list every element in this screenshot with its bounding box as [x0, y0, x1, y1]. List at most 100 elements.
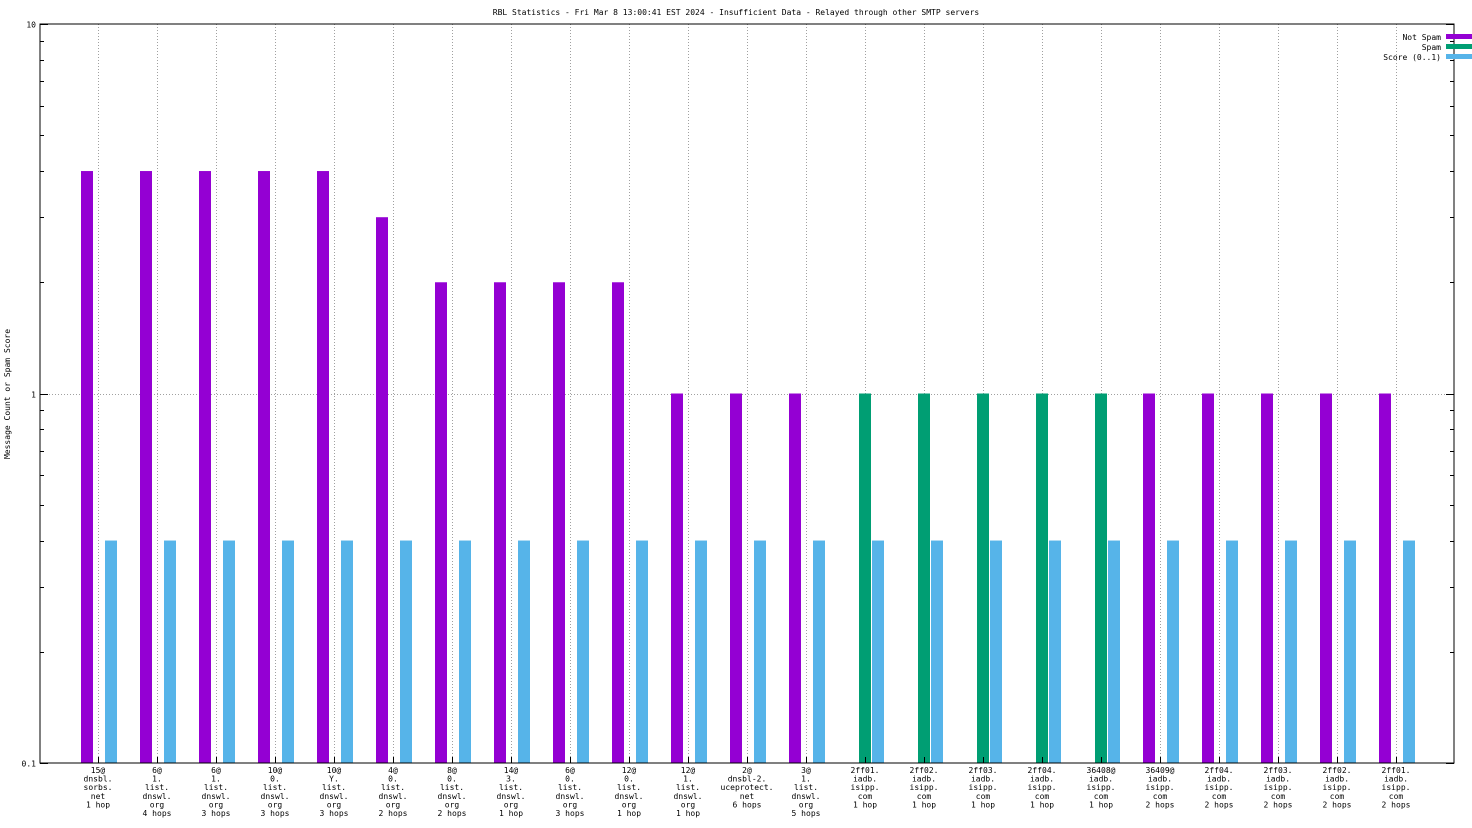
bar-score-0-1: [223, 540, 235, 763]
bar-score-0-1: [459, 540, 471, 763]
bar-not-spam: [671, 393, 683, 763]
bar-spam: [918, 393, 930, 763]
x-tick-label: list.: [558, 783, 582, 792]
bar-not-spam: [730, 393, 742, 763]
x-tick-label: 6@: [211, 766, 221, 775]
x-tick-label: list.: [381, 783, 405, 792]
bar-score-0-1: [400, 540, 412, 763]
x-tick-label: 2ff01.: [851, 766, 880, 775]
x-tick-label: isipp.: [1205, 783, 1234, 792]
bars: [81, 171, 1415, 764]
bar-not-spam: [494, 282, 506, 763]
bar-not-spam: [258, 171, 270, 764]
bar-not-spam: [1379, 393, 1391, 763]
x-tick-label: dnswl.: [615, 792, 644, 801]
x-tick-label: list.: [263, 783, 287, 792]
x-tick-label: 6 hops: [733, 800, 762, 809]
x-tick-label: isipp.: [1146, 783, 1175, 792]
legend-label: Spam: [1422, 43, 1441, 52]
x-tick-label: 1 hop: [912, 800, 936, 809]
x-tick-label: iadb.: [1207, 775, 1231, 784]
y-tick-label: 1: [31, 391, 36, 400]
x-tick-label: 36408@: [1087, 766, 1116, 775]
x-tick-label: sorbs.: [84, 783, 113, 792]
legend-swatch: [1446, 44, 1472, 49]
bar-score-0-1: [636, 540, 648, 763]
x-tick-label: 1.: [801, 775, 811, 784]
x-tick-label: 5 hops: [792, 809, 821, 818]
x-tick-label: com: [1330, 792, 1345, 801]
x-tick-label: Y.: [329, 775, 339, 784]
bar-score-0-1: [1226, 540, 1238, 763]
y-tick-label: 0.1: [22, 760, 37, 769]
x-tick-label: com: [858, 792, 873, 801]
x-tick-label: 36409@: [1146, 766, 1175, 775]
x-tick-label: 1 hop: [86, 800, 110, 809]
x-tick-label: 2 hops: [1382, 800, 1411, 809]
x-tick-label: 2 hops: [1264, 800, 1293, 809]
x-tick-label: 6@: [565, 766, 575, 775]
x-tick-label: org: [445, 800, 460, 809]
x-tick-label: dnsbl.: [84, 775, 113, 784]
legend-label: Not Spam: [1402, 33, 1441, 42]
x-tick-label: 1.: [211, 775, 221, 784]
bar-not-spam: [81, 171, 93, 764]
bar-not-spam: [1261, 393, 1273, 763]
x-tick-label: dnswl.: [143, 792, 172, 801]
x-tick-label: iadb.: [1148, 775, 1172, 784]
bar-not-spam: [789, 393, 801, 763]
x-tick-label: org: [681, 800, 696, 809]
bar-score-0-1: [931, 540, 943, 763]
bar-not-spam: [1143, 393, 1155, 763]
x-tick-label: 3 hops: [261, 809, 290, 818]
x-tick-label: iadb.: [1384, 775, 1408, 784]
x-tick-label: dnswl.: [261, 792, 290, 801]
x-tick-label: isipp.: [1323, 783, 1352, 792]
bar-score-0-1: [990, 540, 1002, 763]
x-tick-label: 12@: [622, 766, 637, 775]
x-tick-label: 1.: [152, 775, 162, 784]
x-tick-label: 0.: [565, 775, 575, 784]
x-tick-label: 2 hops: [1146, 800, 1175, 809]
x-tick-label: iadb.: [1089, 775, 1113, 784]
x-tick-label: 8@: [447, 766, 457, 775]
bar-score-0-1: [518, 540, 530, 763]
bar-not-spam: [553, 282, 565, 763]
x-tick-label: isipp.: [1264, 783, 1293, 792]
x-tick-label: 2@: [742, 766, 752, 775]
x-tick-label: com: [1035, 792, 1050, 801]
x-tick-label: net: [740, 792, 755, 801]
x-tick-label: list.: [204, 783, 228, 792]
x-tick-label: 2ff03.: [1264, 766, 1293, 775]
x-tick-label: iadb.: [853, 775, 877, 784]
bar-score-0-1: [577, 540, 589, 763]
x-tick-label: dnswl.: [438, 792, 467, 801]
y-axis-ticks: 0.1 1 10: [22, 21, 1454, 769]
x-tick-label: list.: [794, 783, 818, 792]
x-tick-label: dnswl.: [202, 792, 231, 801]
x-tick-label: org: [209, 800, 224, 809]
x-tick-label: 0.: [388, 775, 398, 784]
x-tick-label: 3 hops: [556, 809, 585, 818]
x-tick-label: 2 hops: [438, 809, 467, 818]
x-tick-label: list.: [617, 783, 641, 792]
bar-not-spam: [199, 171, 211, 764]
x-tick-label: 2 hops: [1205, 800, 1234, 809]
x-tick-label: 2 hops: [379, 809, 408, 818]
bar-score-0-1: [754, 540, 766, 763]
bar-not-spam: [317, 171, 329, 764]
y-axis-label: Message Count or Spam Score: [3, 329, 12, 459]
bar-score-0-1: [1344, 540, 1356, 763]
grid-lines: [40, 24, 1454, 763]
x-tick-label: 4@: [388, 766, 398, 775]
x-tick-label: 1 hop: [499, 809, 523, 818]
x-tick-label: dnswl.: [556, 792, 585, 801]
x-tick-label: isipp.: [969, 783, 998, 792]
x-tick-label: 1.: [683, 775, 693, 784]
bar-not-spam: [612, 282, 624, 763]
x-tick-label: 6@: [152, 766, 162, 775]
x-tick-label: 10@: [327, 766, 342, 775]
x-tick-label: 3 hops: [320, 809, 349, 818]
